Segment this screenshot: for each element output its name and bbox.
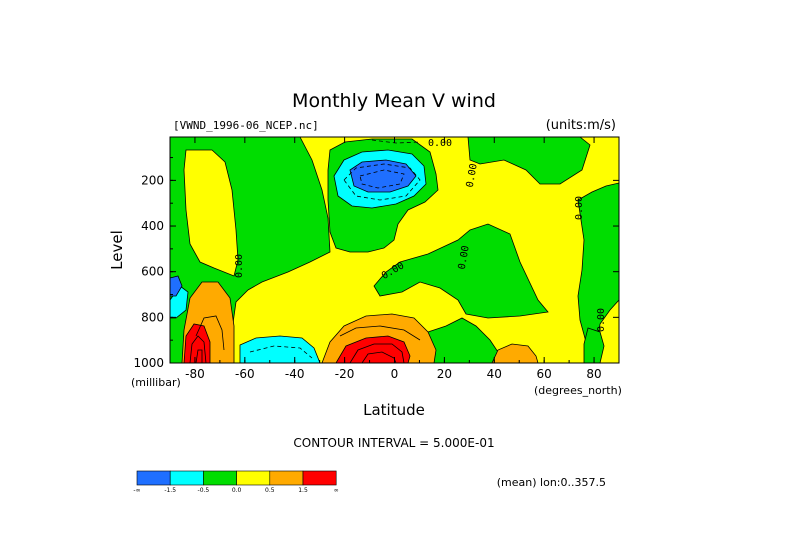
- contour-fill-blue-west-edge: [170, 275, 183, 297]
- x-axis: -80 -60 -40 -20 0 20 40 60 80: [169, 137, 620, 381]
- x-tick-label: 40: [487, 367, 502, 381]
- x-tick-label: 0: [391, 367, 399, 381]
- contour-fill-green-mid-2: [467, 137, 591, 185]
- contour-interval-text: CONTOUR INTERVAL = 5.000E-01: [293, 436, 494, 450]
- x-unit-label: (degrees_north): [534, 384, 622, 397]
- colorbar-swatch: [203, 470, 237, 486]
- units-label: (units:m/s): [546, 118, 616, 133]
- y-tick-label: 800: [141, 310, 164, 324]
- y-tick-label: 400: [141, 219, 164, 233]
- colorbar-tick-label: -0.5: [198, 487, 210, 494]
- y-tick-label: 200: [141, 173, 164, 187]
- contour-fill-cyan-southern-surface: [239, 335, 321, 363]
- y-unit-label: (millibar): [131, 376, 181, 389]
- colorbar-swatch: [269, 470, 304, 486]
- colorbar-swatch: [302, 470, 337, 486]
- colorbar-tick-label: -∞: [133, 487, 140, 494]
- contour-label: 0.00: [574, 196, 585, 220]
- contour-label: 0.00: [457, 245, 472, 271]
- chart-title: Monthly Mean V wind: [292, 90, 496, 112]
- x-tick-label: -20: [335, 367, 355, 381]
- y-axis-title: Level: [108, 230, 126, 270]
- contour-labels: 0.00 0.00 0.00 0.00 0.00 0.00 0.00: [234, 138, 607, 332]
- y-tick-label: 600: [141, 265, 164, 279]
- contour-label: 0.00: [234, 254, 245, 278]
- x-tick-label: -80: [185, 367, 205, 381]
- x-tick-label: -60: [235, 367, 255, 381]
- source-label: [VWND_1996-06_NCEP.nc]: [173, 119, 319, 132]
- colorbar-tick-label: -1.5: [164, 487, 176, 494]
- y-tick-label: 1000: [133, 356, 164, 370]
- colorbar-tick-label: 0.0: [232, 487, 242, 494]
- colorbar-swatch: [169, 470, 204, 486]
- contour-label: 0.00: [596, 308, 607, 332]
- contour-fill-green-northeast-surface: [583, 327, 605, 363]
- contour-label: 0.00: [428, 138, 452, 149]
- contour-label: 0.00: [465, 163, 480, 189]
- y-axis: 200 400 600 800 1000: [133, 157, 619, 370]
- colorbar-tick-label: 1.5: [298, 487, 308, 494]
- contour-fill-green-mid: [373, 223, 549, 319]
- contour-fill-red-southern: [183, 323, 211, 363]
- colorbar-tick-label: ∞: [334, 487, 339, 494]
- x-tick-label: 20: [437, 367, 452, 381]
- x-axis-title: Latitude: [363, 401, 425, 419]
- negative-contour-lines: [249, 139, 421, 359]
- colorbar-swatch: [236, 470, 271, 486]
- colorbar-tick-label: 0.5: [265, 487, 275, 494]
- colorbar: -∞ -1.5 -0.5 0.0 0.5 1.5 ∞: [133, 470, 339, 494]
- colorbar-swatch: [136, 470, 171, 486]
- contour-fill-orange-northern-surface: [491, 343, 539, 363]
- contour-fill-yellow-west-pocket: [183, 149, 239, 277]
- x-tick-label: 60: [537, 367, 552, 381]
- x-tick-label: 80: [586, 367, 601, 381]
- mean-longitude-text: (mean) lon:0..357.5: [497, 476, 606, 489]
- x-tick-label: -40: [285, 367, 305, 381]
- plot-area: [170, 137, 619, 363]
- contour-lines: [189, 315, 421, 363]
